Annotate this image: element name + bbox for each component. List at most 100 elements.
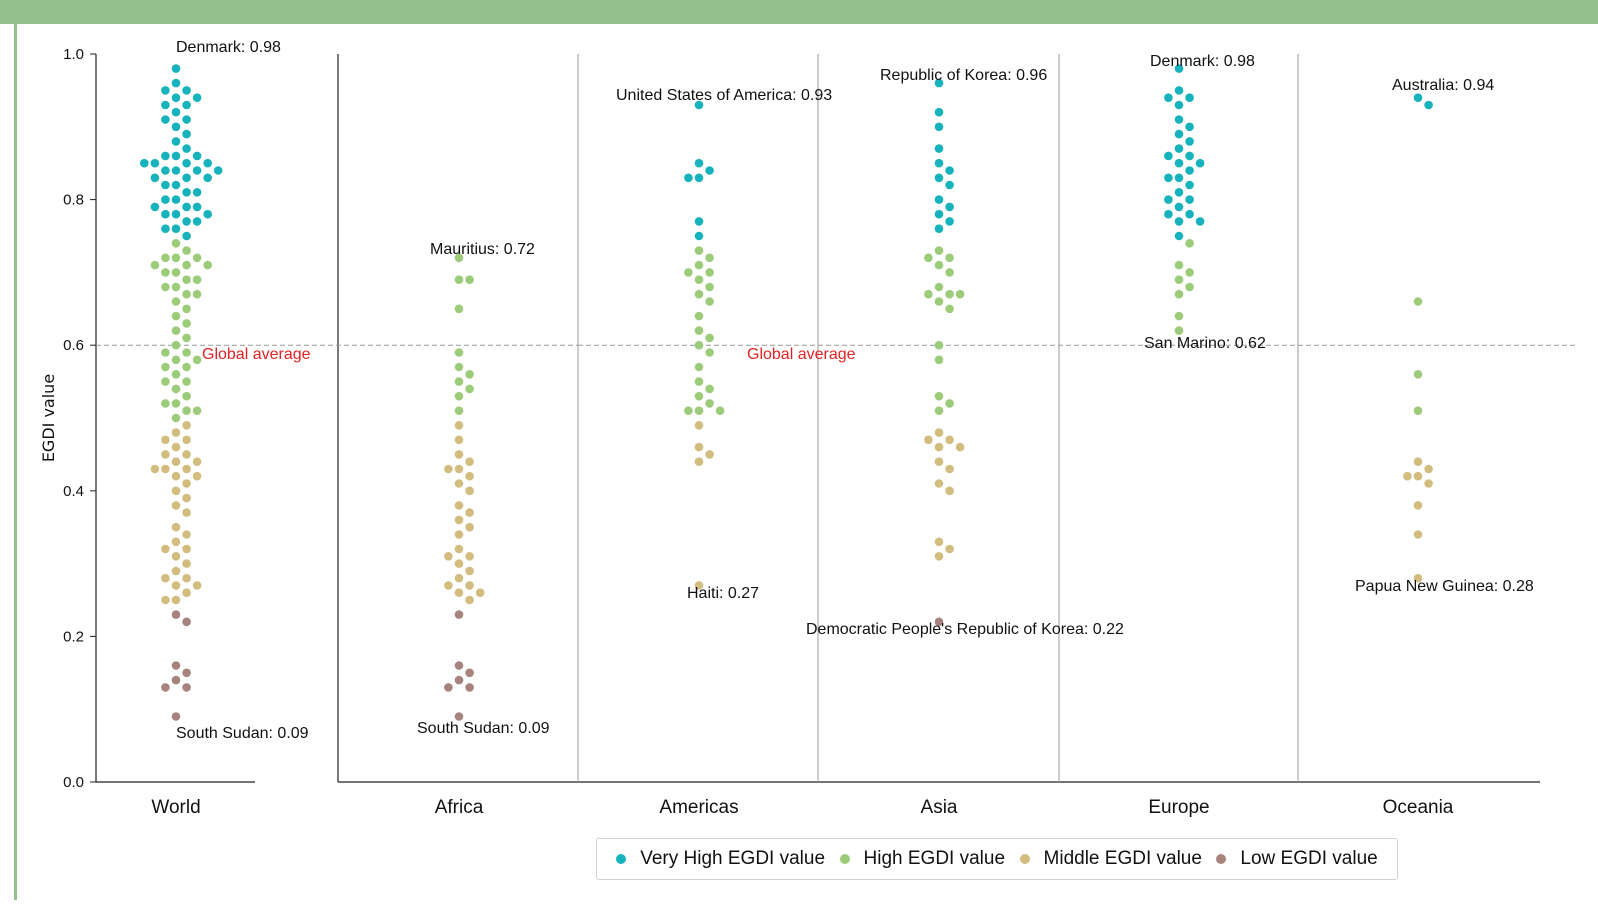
data-point <box>1164 151 1173 161</box>
data-point <box>1185 166 1194 175</box>
data-point <box>192 355 202 365</box>
data-point <box>934 209 944 219</box>
data-point <box>161 224 170 233</box>
data-point <box>150 158 160 168</box>
data-point <box>1185 93 1194 102</box>
data-point <box>192 581 202 590</box>
data-point <box>192 188 202 197</box>
data-point <box>1185 180 1194 190</box>
data-point <box>171 340 181 350</box>
data-point <box>182 464 191 474</box>
legend-label: Low EGDI value <box>1240 848 1378 869</box>
data-point <box>182 188 191 197</box>
data-point <box>171 457 181 467</box>
category-label-africa: Africa <box>435 797 484 818</box>
data-point <box>171 282 181 292</box>
data-point <box>694 442 704 452</box>
data-point <box>694 391 704 401</box>
data-point <box>171 268 181 277</box>
data-point <box>171 675 181 685</box>
data-point <box>1413 297 1423 306</box>
data-point <box>955 289 965 299</box>
data-point <box>161 100 170 110</box>
legend-item: High EGDI value <box>839 848 1005 870</box>
data-point <box>192 93 202 102</box>
data-point <box>171 384 181 394</box>
data-point <box>171 311 181 321</box>
data-point <box>203 158 212 168</box>
data-point <box>161 377 170 386</box>
data-point <box>705 348 714 357</box>
data-point <box>161 348 170 357</box>
data-point <box>140 158 149 168</box>
data-point <box>161 195 170 204</box>
data-point <box>182 559 191 568</box>
data-point <box>171 93 181 102</box>
data-point <box>182 668 191 678</box>
data-point <box>694 311 704 321</box>
data-point <box>694 260 704 270</box>
data-point <box>454 501 464 510</box>
data-point <box>182 275 191 285</box>
data-point <box>182 508 191 517</box>
annotation-label: Australia: 0.94 <box>1392 77 1494 94</box>
data-point <box>150 260 160 270</box>
y-tick-label: 0.6 <box>63 337 84 354</box>
data-point <box>192 289 202 299</box>
data-point <box>694 326 704 335</box>
data-point <box>1413 93 1423 102</box>
data-point <box>171 370 181 379</box>
data-point <box>171 195 181 204</box>
data-point <box>934 391 944 401</box>
data-point <box>192 202 202 212</box>
data-point <box>705 450 714 459</box>
data-point <box>1174 100 1184 110</box>
data-point <box>161 544 170 554</box>
data-point <box>1413 530 1423 539</box>
data-point <box>934 158 944 168</box>
data-point <box>182 144 191 153</box>
data-point <box>182 289 191 299</box>
legend-label: Very High EGDI value <box>640 848 826 869</box>
data-point <box>161 115 170 124</box>
data-point <box>192 166 202 175</box>
data-point <box>182 493 191 503</box>
data-point <box>705 253 714 263</box>
data-point <box>934 282 944 292</box>
data-point <box>705 282 714 292</box>
category-label-asia: Asia <box>921 797 958 818</box>
data-point <box>192 151 202 161</box>
data-point <box>171 442 181 452</box>
data-point <box>182 573 191 583</box>
data-point <box>934 428 944 437</box>
data-point <box>1174 144 1184 153</box>
data-point <box>161 595 170 605</box>
data-point <box>192 253 202 263</box>
data-point <box>1185 268 1194 277</box>
data-point <box>454 421 464 430</box>
data-point <box>694 217 704 226</box>
data-point <box>934 355 944 365</box>
data-point <box>465 471 474 481</box>
data-point <box>171 224 181 233</box>
data-point <box>465 683 474 692</box>
data-point <box>1174 326 1184 335</box>
data-point <box>182 100 191 110</box>
data-point <box>161 435 170 445</box>
data-point <box>465 581 474 590</box>
data-point <box>182 377 191 386</box>
data-point <box>182 391 191 401</box>
data-point <box>694 406 704 416</box>
data-point <box>171 297 181 306</box>
data-point <box>171 537 181 547</box>
data-point <box>182 129 191 139</box>
data-point <box>924 289 933 299</box>
data-point <box>171 180 181 190</box>
data-point <box>934 78 944 88</box>
data-point <box>1174 173 1184 183</box>
data-point <box>1413 471 1423 481</box>
data-point <box>192 457 202 467</box>
data-point <box>182 617 191 627</box>
annotation-label: Denmark: 0.98 <box>1150 53 1255 70</box>
